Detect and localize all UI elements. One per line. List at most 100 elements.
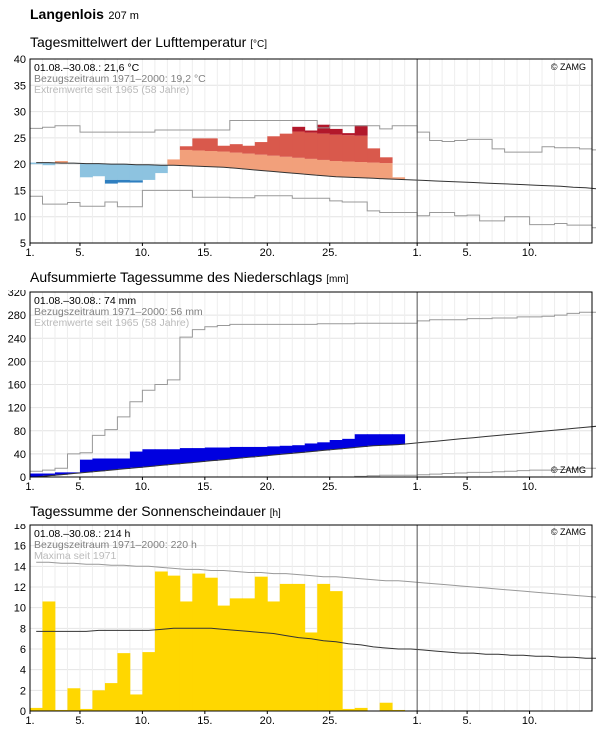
temp-anomaly-bar: [379, 157, 393, 164]
temp-anomaly-bar: [192, 138, 206, 151]
temp-anomaly-bar: [129, 180, 143, 183]
y-tick-label: 320: [8, 290, 26, 299]
temp-anomaly-bar: [204, 138, 218, 151]
precip-anomaly-bar: [79, 459, 93, 473]
x-tick-label: 15.: [197, 247, 212, 259]
temperature-title-text: Tagesmittelwert der Lufttemperatur: [30, 34, 247, 50]
temp-anomaly-bar: [354, 135, 368, 163]
y-tick-label: 10: [14, 212, 26, 224]
precip-anomaly-bar: [292, 445, 306, 453]
temp-anomaly-bar: [192, 150, 206, 167]
sunshine-bar: [317, 583, 331, 711]
y-tick-label: 40: [14, 449, 26, 461]
precipitation-title-text: Aufsummierte Tagessumme des Niederschlag…: [30, 269, 323, 285]
temp-anomaly-bar: [292, 131, 306, 158]
x-tick-label: 25.: [322, 481, 337, 493]
info-line-1: 01.08.–30.08.: 74 mm: [34, 295, 136, 307]
sunshine-bar: [229, 598, 243, 711]
info-line-3: Extremwerte seit 1965 (58 Jahre): [34, 317, 189, 329]
precip-anomaly-bar: [304, 443, 318, 452]
y-tick-label: 5: [20, 238, 26, 250]
sunshine-bar: [154, 571, 168, 711]
y-tick-label: 240: [8, 333, 26, 345]
sunshine-bar: [67, 688, 81, 711]
temp-anomaly-bar: [379, 163, 393, 179]
y-tick-label: 20: [14, 159, 26, 171]
sunshine-bar: [167, 575, 181, 711]
precip-anomaly-bar: [204, 447, 218, 461]
temp-extreme-min-line: [30, 189, 596, 229]
temp-anomaly-bar: [79, 163, 93, 178]
y-tick-label: 160: [8, 380, 26, 392]
x-tick-label: 1.: [413, 715, 422, 727]
temp-anomaly-bar: [167, 159, 181, 166]
info-line-2: Bezugszeitraum 1971–2000: 220 h: [34, 539, 197, 551]
info-line-2: Bezugszeitraum 1971–2000: 56 mm: [34, 306, 203, 318]
x-tick-label: 1.: [25, 247, 34, 259]
precip-anomaly-bar: [229, 446, 243, 459]
x-tick-label: 5.: [463, 715, 472, 727]
sunshine-title-text: Tagessumme der Sonnenscheindauer: [30, 503, 266, 519]
info-line-1: 01.08.–30.08.: 21,6 °C: [34, 62, 140, 74]
sunshine-title: Tagessumme der Sonnenscheindauer [h]: [30, 503, 281, 519]
precip-anomaly-bar: [329, 440, 343, 450]
temp-anomaly-bar: [317, 159, 331, 176]
y-tick-label: 6: [20, 644, 26, 656]
precip-anomaly-bar: [279, 445, 293, 454]
temp-anomaly-bar: [154, 165, 168, 174]
sunshine-bar: [179, 601, 193, 711]
precip-anomaly-bar: [92, 458, 106, 472]
y-tick-label: 12: [14, 582, 26, 594]
x-tick-label: 25.: [322, 247, 337, 259]
y-tick-label: 40: [14, 55, 26, 66]
temp-anomaly-bar: [329, 128, 343, 135]
sunshine-chart: 0 2 4 6 8 10 12 14 16 18 1. 5. 10. 15. 20. 25. 1. 5. 10. 01…: [14, 524, 596, 727]
precip-extreme-max-line: [30, 311, 596, 472]
y-tick-label: 0: [20, 706, 26, 718]
sunshine-bar: [242, 598, 256, 711]
precip-anomaly-bar: [179, 448, 193, 464]
temp-anomaly-bar: [54, 160, 68, 164]
y-tick-label: 35: [14, 80, 26, 92]
precip-anomaly-bar: [117, 458, 131, 469]
y-tick-label: 0: [20, 472, 26, 484]
temp-anomaly-bar: [329, 134, 343, 161]
x-tick-label: 10.: [522, 481, 537, 493]
sunshine-bar: [104, 683, 118, 711]
precip-anomaly-bar: [54, 472, 68, 475]
x-tick-label: 15.: [197, 715, 212, 727]
temp-anomaly-bar: [242, 153, 256, 170]
sunshine-bar: [329, 591, 343, 711]
info-line-1: 01.08.–30.08.: 214 h: [34, 528, 130, 540]
sunshine-bar: [304, 632, 318, 711]
temp-anomaly-bar: [42, 162, 56, 166]
sunshine-bar: [42, 601, 56, 711]
precip-reference-line: [36, 425, 596, 478]
precip-anomaly-bar: [129, 451, 143, 468]
temp-anomaly-bar: [117, 164, 131, 180]
precip-anomaly-bar: [242, 446, 256, 458]
sunshine-bar: [279, 583, 293, 711]
precip-anomaly-bar: [317, 442, 331, 451]
y-tick-label: 14: [14, 561, 26, 573]
y-tick-label: 8: [20, 623, 26, 635]
temp-anomaly-bar: [292, 157, 306, 174]
x-tick-label: 5.: [463, 247, 472, 259]
temp-anomaly-bar: [317, 133, 331, 160]
precip-anomaly-bar: [367, 434, 381, 446]
precip-anomaly-bar: [192, 448, 206, 462]
x-tick-label: 5.: [75, 715, 84, 727]
sunshine-bar: [54, 709, 68, 711]
x-tick-label: 10.: [522, 715, 537, 727]
temp-anomaly-bar: [367, 162, 381, 179]
sunshine-maxima-line: [36, 561, 596, 598]
sunshine-bar: [392, 709, 406, 711]
x-tick-label: 1.: [25, 715, 34, 727]
temp-anomaly-bar: [342, 161, 356, 178]
precip-anomaly-bar: [167, 449, 181, 465]
x-tick-label: 20.: [260, 481, 275, 493]
y-tick-label: 30: [14, 107, 26, 119]
station-header: Langenlois 207 m: [30, 6, 139, 24]
temp-anomaly-bar: [304, 130, 318, 133]
temp-anomaly-bar: [279, 133, 293, 157]
